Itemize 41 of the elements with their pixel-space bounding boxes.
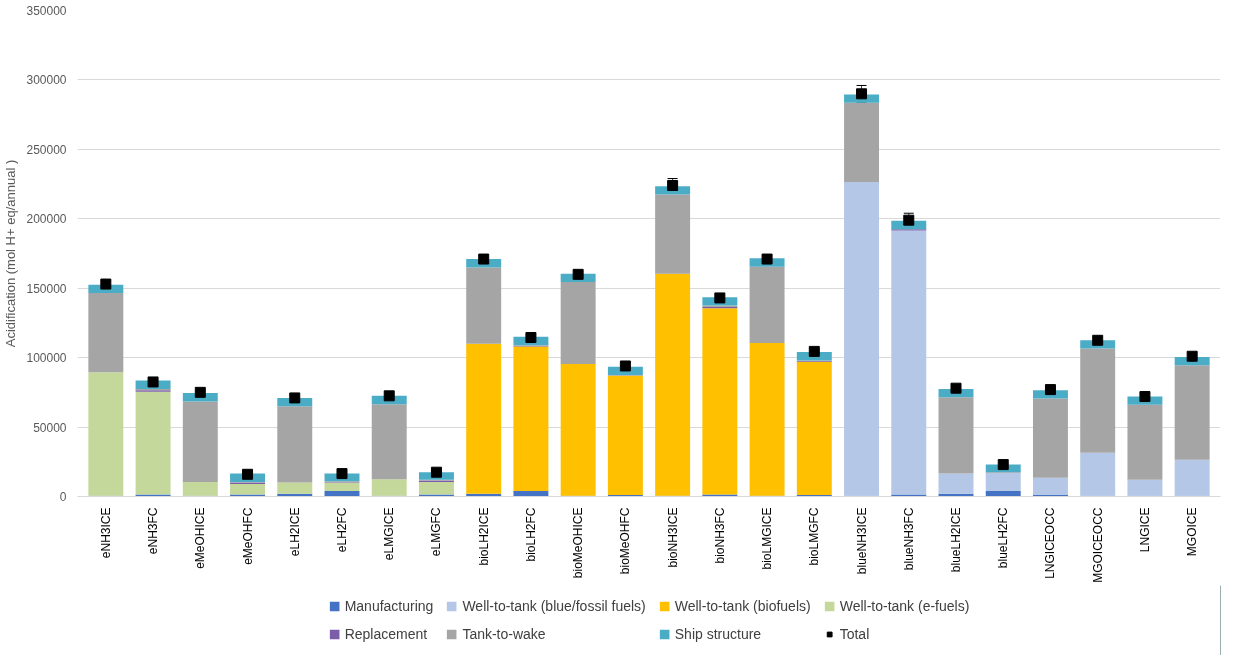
y-tick-label: 50000 — [33, 420, 67, 435]
x-tick-label: LNGICEOCC — [1043, 507, 1058, 579]
y-axis-title: Acidification (mol H+ eq/annual ) — [3, 159, 19, 348]
x-tick-label: bioMeOHFC — [618, 507, 633, 575]
x-tick-label: blueNH3FC — [901, 507, 916, 571]
x-tick-label: bioLMGFC — [807, 507, 822, 566]
y-tick-label: 250000 — [26, 142, 67, 157]
y-tick-label: 200000 — [26, 212, 67, 227]
y-tick-label: 100000 — [26, 351, 67, 366]
x-tick-label: eMeOHFC — [240, 507, 255, 565]
legend-label: Replacement — [344, 626, 428, 642]
y-tick-label: 0 — [59, 490, 67, 504]
legend-label: Well-to-tank (biofuels) — [674, 598, 811, 614]
x-tick-label: LNGICE — [1137, 507, 1152, 553]
x-tick-label: MGOICE — [1185, 507, 1200, 557]
y-tick-label: 300000 — [26, 73, 67, 88]
y-tick-label: 350000 — [26, 4, 67, 18]
legend-label: Ship structure — [674, 626, 762, 642]
x-tick-label: eLH2FC — [335, 507, 349, 553]
legend-label: Tank-to-wake — [462, 626, 546, 642]
x-tick-label: bioMeOHICE — [571, 507, 586, 579]
y-tick-label: 150000 — [26, 281, 67, 296]
x-tick-label: bioLH2ICE — [476, 507, 491, 566]
x-tick-label: eNH3ICE — [98, 507, 113, 559]
x-tick-label: bioNH3FC — [712, 507, 727, 564]
x-tick-label: bioLMGICE — [760, 507, 775, 570]
legend-label: Total — [839, 626, 870, 642]
x-tick-label: blueNH3ICE — [854, 507, 869, 575]
x-tick-label: eNH3FC — [146, 507, 161, 555]
legend-label: Well-to-tank (blue/fossil fuels) — [462, 598, 646, 614]
x-tick-label: blueLH2ICE — [949, 507, 963, 573]
x-tick-label: eLH2ICE — [287, 507, 302, 557]
x-tick-label: eLMGICE — [382, 507, 397, 561]
x-tick-label: bioLH2FC — [523, 507, 538, 562]
x-tick-label: blueLH2FC — [996, 507, 1011, 569]
x-tick-label: bioNH3ICE — [665, 507, 680, 568]
x-tick-label: eMeOHICE — [193, 507, 208, 569]
legend-label: Manufacturing — [344, 598, 434, 614]
legend-label: Well-to-tank (e-fuels) — [839, 598, 970, 614]
x-tick-label: eLMGFC — [429, 507, 444, 557]
x-tick-label: MGOICEOCC — [1090, 507, 1105, 583]
